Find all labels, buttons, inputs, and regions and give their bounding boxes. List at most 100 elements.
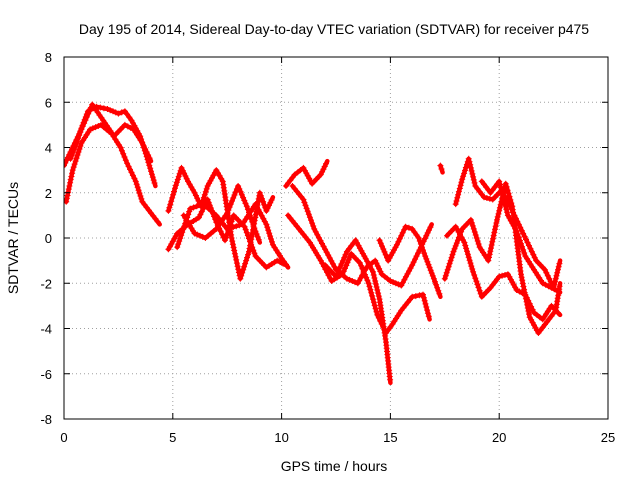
plus-marker — [169, 194, 176, 201]
plus-marker — [69, 167, 76, 174]
plus-marker — [387, 376, 394, 383]
series-sat-g — [180, 183, 263, 245]
plus-marker — [427, 224, 434, 231]
plus-marker — [374, 263, 381, 270]
plus-marker — [438, 166, 445, 172]
plus-marker — [253, 231, 260, 237]
plus-marker — [492, 223, 499, 230]
plus-marker — [146, 155, 153, 162]
plus-marker — [251, 225, 258, 232]
plus-marker — [381, 248, 388, 255]
plus-marker — [463, 245, 470, 252]
plus-marker — [240, 266, 247, 273]
plus-marker — [70, 164, 77, 171]
plus-marker — [335, 267, 342, 274]
plus-marker — [425, 313, 432, 320]
plus-marker — [259, 195, 265, 202]
plus-marker — [464, 248, 470, 255]
plus-marker — [236, 222, 243, 229]
plus-marker — [370, 268, 376, 275]
plus-marker — [502, 203, 509, 210]
plus-marker — [409, 262, 416, 269]
plus-marker — [140, 143, 147, 149]
plus-marker — [64, 195, 70, 202]
plus-marker — [462, 167, 468, 174]
plus-marker — [222, 237, 228, 244]
plus-marker — [338, 261, 345, 267]
plus-marker — [310, 223, 317, 229]
plus-marker — [424, 229, 431, 236]
plus-marker — [306, 175, 313, 182]
plus-marker — [444, 266, 451, 273]
plus-marker — [229, 238, 236, 245]
plus-marker — [452, 223, 459, 230]
plus-marker — [67, 179, 74, 186]
plus-marker — [462, 242, 469, 249]
y-tick-label: 6 — [45, 95, 52, 110]
plus-marker — [185, 211, 192, 218]
plus-marker — [486, 195, 493, 202]
series-sat-h — [283, 158, 330, 189]
plus-marker — [174, 244, 181, 251]
y-tick-label: -8 — [40, 412, 52, 427]
plus-marker — [467, 164, 474, 171]
plus-marker — [497, 184, 504, 191]
plus-marker — [183, 175, 190, 182]
plus-marker — [380, 246, 387, 252]
plus-marker — [74, 138, 81, 145]
plus-marker — [247, 242, 254, 249]
plus-marker — [390, 279, 397, 286]
plus-marker — [525, 242, 532, 249]
plus-marker — [372, 278, 379, 284]
plus-marker — [242, 200, 249, 207]
plus-marker — [556, 283, 563, 290]
plus-marker — [412, 293, 419, 300]
plus-marker — [477, 290, 484, 297]
series-sat-m — [441, 180, 563, 336]
plus-marker — [520, 283, 527, 290]
plus-marker — [92, 124, 99, 131]
plus-marker — [115, 110, 122, 117]
plus-marker — [467, 216, 474, 223]
series-sat-e — [165, 164, 276, 282]
plus-marker — [239, 269, 246, 276]
grid — [64, 57, 608, 419]
plus-marker — [514, 231, 521, 238]
plus-marker — [396, 235, 403, 242]
plus-marker — [121, 154, 128, 160]
plus-marker — [489, 238, 496, 245]
plus-marker — [241, 263, 248, 270]
plus-marker — [455, 229, 462, 235]
plus-marker — [464, 251, 471, 258]
plus-marker — [337, 264, 344, 271]
plus-marker — [250, 222, 257, 228]
plus-marker — [64, 159, 69, 166]
plus-marker — [263, 207, 270, 214]
plus-marker — [85, 110, 92, 117]
plus-marker — [423, 255, 430, 262]
plus-marker — [375, 293, 382, 300]
plus-marker — [473, 235, 480, 241]
plus-marker — [424, 258, 431, 265]
plus-marker — [261, 201, 268, 208]
plus-marker — [497, 181, 503, 188]
plus-marker — [471, 179, 478, 186]
plus-marker — [376, 237, 383, 244]
plus-marker — [191, 230, 198, 237]
plus-marker — [303, 170, 310, 177]
plus-marker — [136, 190, 143, 197]
plus-marker — [339, 257, 346, 264]
plus-marker — [476, 287, 483, 294]
plus-marker — [242, 260, 249, 267]
plus-marker — [354, 280, 361, 287]
plus-marker — [64, 157, 70, 164]
plus-marker — [453, 198, 460, 204]
plus-marker — [320, 166, 327, 173]
plus-marker — [178, 232, 185, 239]
plus-marker — [206, 180, 213, 187]
plus-marker — [488, 245, 494, 252]
plus-marker — [467, 260, 474, 267]
y-tick-label: -6 — [40, 367, 52, 382]
plus-marker — [370, 296, 376, 303]
plus-marker — [520, 246, 527, 253]
